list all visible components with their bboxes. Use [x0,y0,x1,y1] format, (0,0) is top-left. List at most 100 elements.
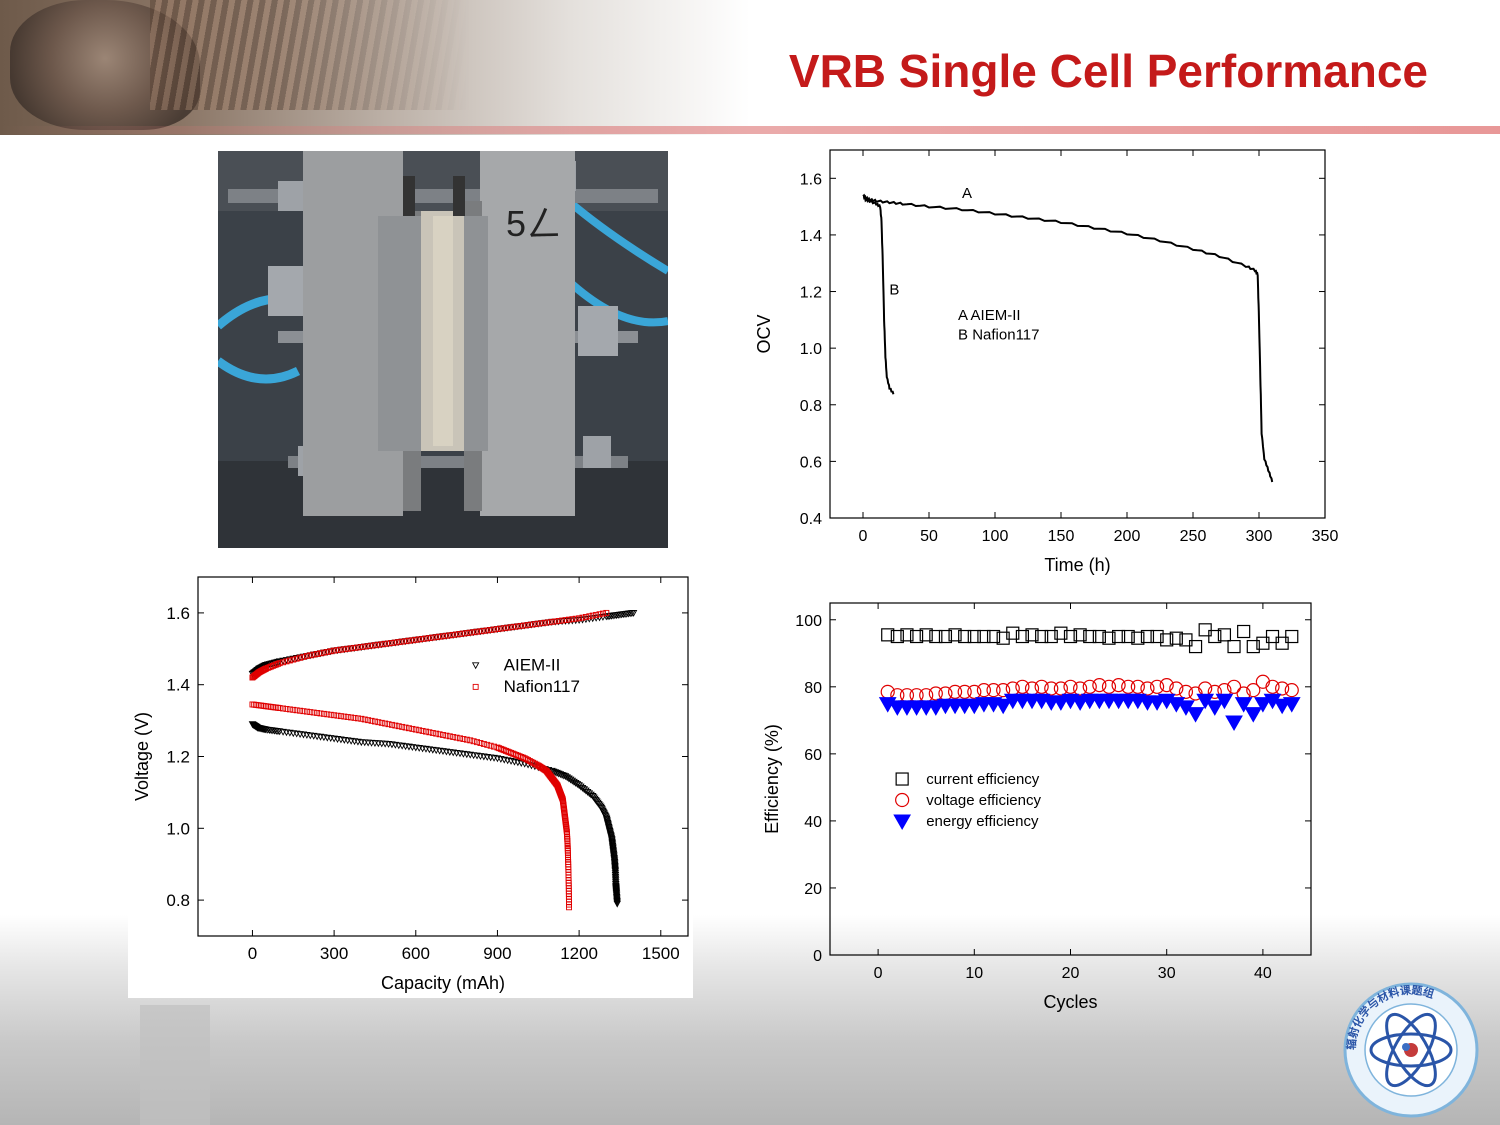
data-point-nafion [494,626,501,633]
data-point-aiem [613,900,621,908]
data-point-circle [1207,684,1222,699]
data-point-nafion [283,658,290,665]
data-point-nafion [538,620,545,627]
ocv-time-chart: 0 50 100 150 200 250 300 350 0.4 0.6 0.8 1.0 1.2 1.4 1… [745,140,1355,585]
x-tick-label: 0 [874,965,883,982]
data-point-circle [919,688,934,703]
data-point-nafion [582,613,589,620]
data-point-square [1188,639,1203,654]
data-point-nafion [457,735,463,742]
data-point-nafion [354,715,361,722]
curve-label-b: B [889,281,899,298]
data-point-nafion [385,721,392,728]
data-point-nafion [412,636,419,643]
data-point-square [1054,626,1068,640]
data-point-nafion [416,636,423,643]
data-point-nafion [440,732,446,738]
legend-marker-nafion [472,683,479,690]
data-point-nafion [378,641,385,648]
y-tick-label: 0.8 [166,891,190,910]
data-point-circle [947,684,963,699]
data-point-nafion [341,713,348,720]
data-point-nafion [531,621,538,628]
data-point-nafion [324,648,331,655]
data-point-triangle-down [1215,693,1234,710]
data-point-circle [1101,679,1117,694]
y-tick-label: 1.6 [800,171,822,188]
data-point-nafion [446,632,453,639]
cell-photo: 5ㄥ [218,151,668,548]
data-point-aiem [561,618,570,625]
data-point-square [958,629,972,644]
y-tick-label: 1.4 [166,676,190,695]
data-point-triangle-down [1148,695,1166,711]
data-point-nafion [317,650,324,657]
x-tick-label: 0 [248,944,257,963]
data-point-nafion [576,615,583,622]
data-point-aiem [565,617,573,625]
data-point-square [1179,633,1193,647]
x-tick-label: 600 [402,944,430,963]
data-point-nafion [555,618,562,624]
data-point-aiem [611,875,620,883]
data-point-circle [1044,681,1059,696]
data-point-nafion [392,722,399,729]
legend-marker-square [895,772,909,786]
data-point-circle [1034,679,1049,694]
data-point-aiem [611,879,620,887]
data-point-aiem [282,657,291,664]
data-point-nafion [564,832,571,839]
data-point-nafion [436,633,443,640]
data-point-aiem [611,873,620,881]
data-point-nafion [320,649,327,656]
data-point-nafion [371,718,378,725]
data-point-square [1217,628,1232,642]
data-point-circle [1265,679,1280,694]
data-point-square [1044,629,1058,644]
data-point-nafion [470,738,477,745]
x-tick-label: 200 [1114,528,1141,545]
data-point-square [1160,633,1174,647]
data-point-nafion [426,729,433,736]
data-point-triangle-down [1186,707,1205,723]
x-tick-label: 20 [1062,965,1080,982]
x-tick-label: 50 [920,528,938,545]
data-point-nafion [382,720,389,727]
data-point-nafion [487,627,494,633]
data-point-nafion [406,637,412,644]
ocv-line-a [862,193,1274,483]
data-point-nafion [564,836,571,843]
data-point-nafion [409,725,416,732]
data-point-nafion [460,736,467,742]
data-point-nafion [443,732,450,739]
data-point-nafion [491,626,497,633]
data-point-nafion [327,711,334,718]
data-point-aiem [611,868,620,876]
data-point-nafion [290,706,297,713]
data-point-nafion [511,623,518,630]
data-point-square [1208,629,1222,644]
data-point-circle [1275,681,1290,696]
data-point-square [1227,639,1241,654]
data-point-nafion [446,733,453,740]
data-point-triangle-down [1071,695,1089,711]
data-point-nafion [371,642,378,649]
data-point-triangle-down [965,698,984,715]
data-point-square [1035,629,1049,644]
data-point-nafion [470,629,477,636]
data-point-nafion [385,640,392,647]
data-point-nafion [552,618,559,625]
data-point-nafion [497,625,504,632]
data-point-square [1073,628,1087,642]
data-point-nafion [596,611,603,618]
data-point-square [1140,629,1155,644]
data-point-aiem [568,617,577,625]
data-point-nafion [375,719,382,726]
x-tick-label: 250 [1180,528,1207,545]
x-tick-label: 150 [1048,528,1075,545]
data-point-nafion [280,705,287,712]
data-point-nafion [450,631,457,638]
data-point-nafion [344,714,351,720]
data-point-nafion [443,632,450,639]
data-point-aiem [570,778,578,786]
